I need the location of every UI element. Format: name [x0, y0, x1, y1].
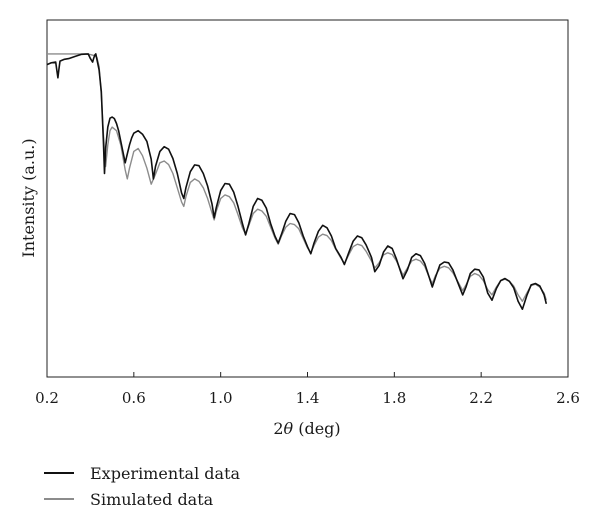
- x-axis-ticks: 0.2 0.6 1.0 1.4 1.8 2.2 2.6: [35, 372, 580, 407]
- legend-entry-simulated: Simulated data: [44, 486, 240, 512]
- legend-swatch-experimental: [44, 472, 74, 474]
- series-line-experimental: [46, 53, 548, 311]
- x-axis-title-symbol: θ: [284, 419, 294, 438]
- x-tick-label: 1.0: [209, 389, 233, 407]
- x-tick-label: 1.4: [296, 389, 320, 407]
- x-tick-label: 0.2: [35, 389, 59, 407]
- series-line-simulated: [47, 53, 547, 302]
- legend-label-experimental: Experimental data: [90, 463, 241, 483]
- x-axis-title-prefix: 2: [273, 419, 283, 438]
- plot-frame: [46, 19, 569, 378]
- x-axis-title-suffix: (deg): [293, 419, 341, 438]
- series-layer: [46, 53, 548, 311]
- x-tick-label: 1.8: [382, 389, 406, 407]
- x-tick-label: 2.6: [556, 389, 580, 407]
- y-axis-title: Intensity (a.u.): [19, 138, 38, 257]
- chart-svg: 0.2 0.6 1.0 1.4 1.8 2.2 2.6 2θ (deg) Intensity…: [19, 19, 580, 438]
- legend-label-simulated: Simulated data: [90, 489, 214, 509]
- legend-swatch-simulated: [44, 498, 74, 500]
- x-tick-label: 2.2: [469, 389, 493, 407]
- x-tick-label: 0.6: [122, 389, 146, 407]
- legend: Experimental data Simulated data: [44, 460, 240, 512]
- x-axis-title: 2θ (deg): [273, 419, 340, 438]
- legend-entry-experimental: Experimental data: [44, 460, 240, 486]
